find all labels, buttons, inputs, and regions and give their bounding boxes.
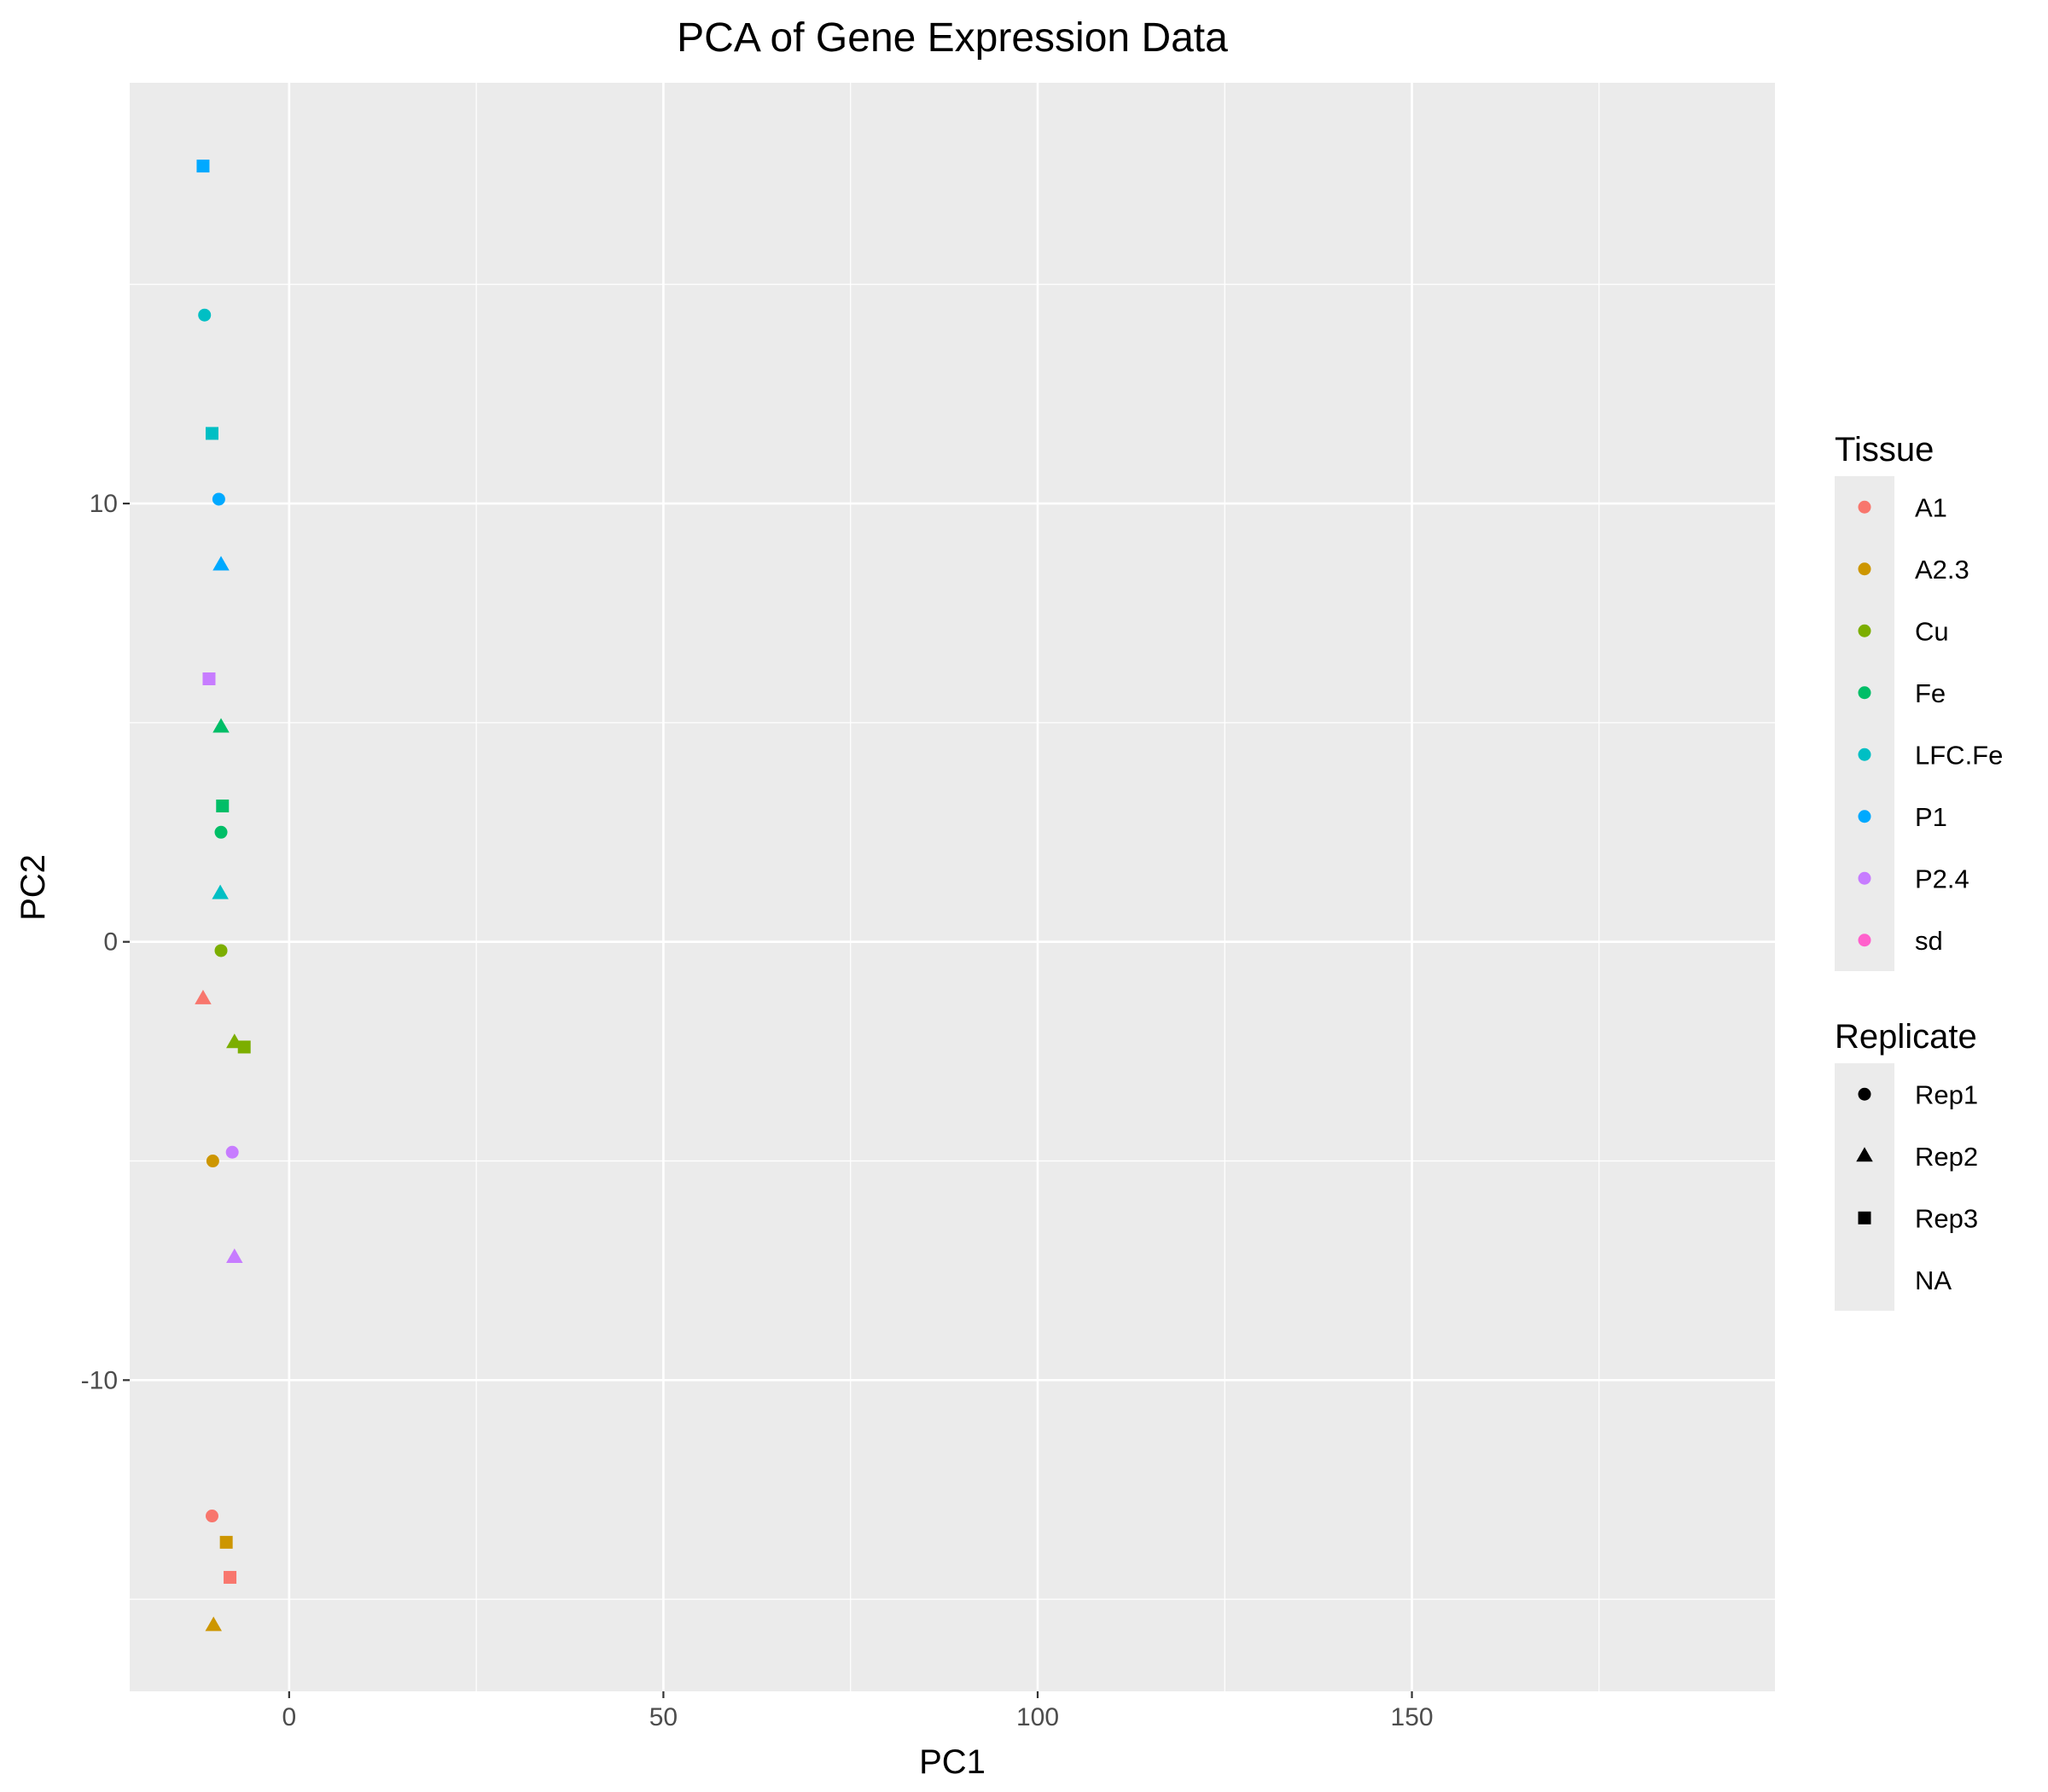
data-point-a2-3-rep3	[219, 1535, 233, 1549]
x-tick-label: 100	[1016, 1703, 1059, 1731]
legend-label: Rep1	[1915, 1079, 1978, 1109]
gridlines	[130, 83, 1775, 1691]
y-tick-label: 10	[90, 490, 118, 518]
legend-label: Rep3	[1915, 1203, 1978, 1233]
legend-label: A2.3	[1915, 555, 1969, 585]
legend-replicate: Replicate Rep1 Rep2 Rep3 NA	[1835, 1018, 1978, 1311]
legend-key-rep3	[1858, 1211, 1871, 1225]
legend-key-a2-3	[1858, 562, 1871, 576]
data-point-p1-rep3	[196, 160, 210, 173]
legend-label: sd	[1915, 926, 1943, 956]
x-tick-label: 150	[1391, 1703, 1434, 1731]
data-point-p2-4-rep3	[202, 672, 216, 686]
legend-title: Replicate	[1835, 1018, 1977, 1056]
chart-title: PCA of Gene Expression Data	[677, 15, 1228, 61]
data-point-a1-rep3	[224, 1570, 237, 1584]
data-point-fe-rep2	[212, 718, 230, 733]
data-point-cu-rep3	[237, 1040, 251, 1054]
legend-label: P1	[1915, 802, 1947, 832]
data-point-lfc-fe-rep1	[198, 308, 212, 322]
legend-key-fe	[1858, 686, 1871, 700]
legend-key-a1	[1858, 500, 1871, 514]
data-point-fe-rep1	[214, 825, 228, 839]
legend: TissueA1A2.3CuFeLFC.FeP1P2.4sdReplicateR…	[1835, 431, 2003, 1311]
data-point-lfc-fe-rep2	[212, 884, 229, 899]
y-tick-label: 0	[103, 928, 118, 957]
legend-key-background	[1835, 476, 1894, 971]
y-tick-label: -10	[81, 1366, 118, 1394]
legend-label: LFC.Fe	[1915, 740, 2003, 770]
legend-key-sd	[1858, 934, 1871, 947]
legend-key-lfc-fe	[1858, 748, 1871, 761]
y-axis-ticks: -10 0 10	[81, 490, 130, 1394]
legend-key-p1	[1858, 810, 1871, 823]
data-point-p1-rep2	[212, 556, 230, 571]
x-tick-label: 50	[649, 1703, 678, 1731]
legend-key-background	[1835, 1063, 1894, 1311]
legend-label: A1	[1915, 492, 1947, 522]
legend-key-rep2	[1856, 1147, 1873, 1162]
plot-panel	[130, 83, 1775, 1691]
x-tick-label: 0	[282, 1703, 296, 1731]
x-axis-title: PC1	[919, 1743, 986, 1781]
legend-key-p2-4	[1858, 871, 1871, 885]
legend-label: Rep2	[1915, 1142, 1978, 1172]
data-point-p2-4-rep1	[225, 1145, 239, 1159]
data-point-fe-rep3	[216, 799, 230, 812]
legend-label: Fe	[1915, 678, 1946, 708]
x-axis-ticks: 0 50 100 150	[282, 1691, 1434, 1731]
legend-label: P2.4	[1915, 864, 1969, 893]
data-point-cu-rep1	[214, 944, 228, 957]
data-point-p2-4-rep2	[226, 1248, 243, 1263]
data-point-a2-3-rep2	[205, 1616, 222, 1632]
legend-key-cu	[1858, 624, 1871, 637]
data-point-lfc-fe-rep3	[205, 427, 218, 440]
data-point-a1-rep2	[195, 989, 212, 1004]
legend-tissue: Tissue A1 A2.3 Cu Fe LFC.Fe P1 P2.4 sd	[1835, 431, 2003, 971]
legend-label: Cu	[1915, 616, 1949, 646]
data-point-p1-rep1	[212, 492, 225, 506]
legend-title: Tissue	[1835, 431, 1934, 468]
y-axis-title: PC2	[15, 854, 52, 921]
legend-label: NA	[1915, 1265, 1952, 1295]
data-points	[195, 160, 251, 1632]
legend-key-rep1	[1858, 1087, 1871, 1101]
data-point-a2-3-rep1	[206, 1155, 219, 1168]
data-point-a1-rep1	[205, 1510, 218, 1523]
